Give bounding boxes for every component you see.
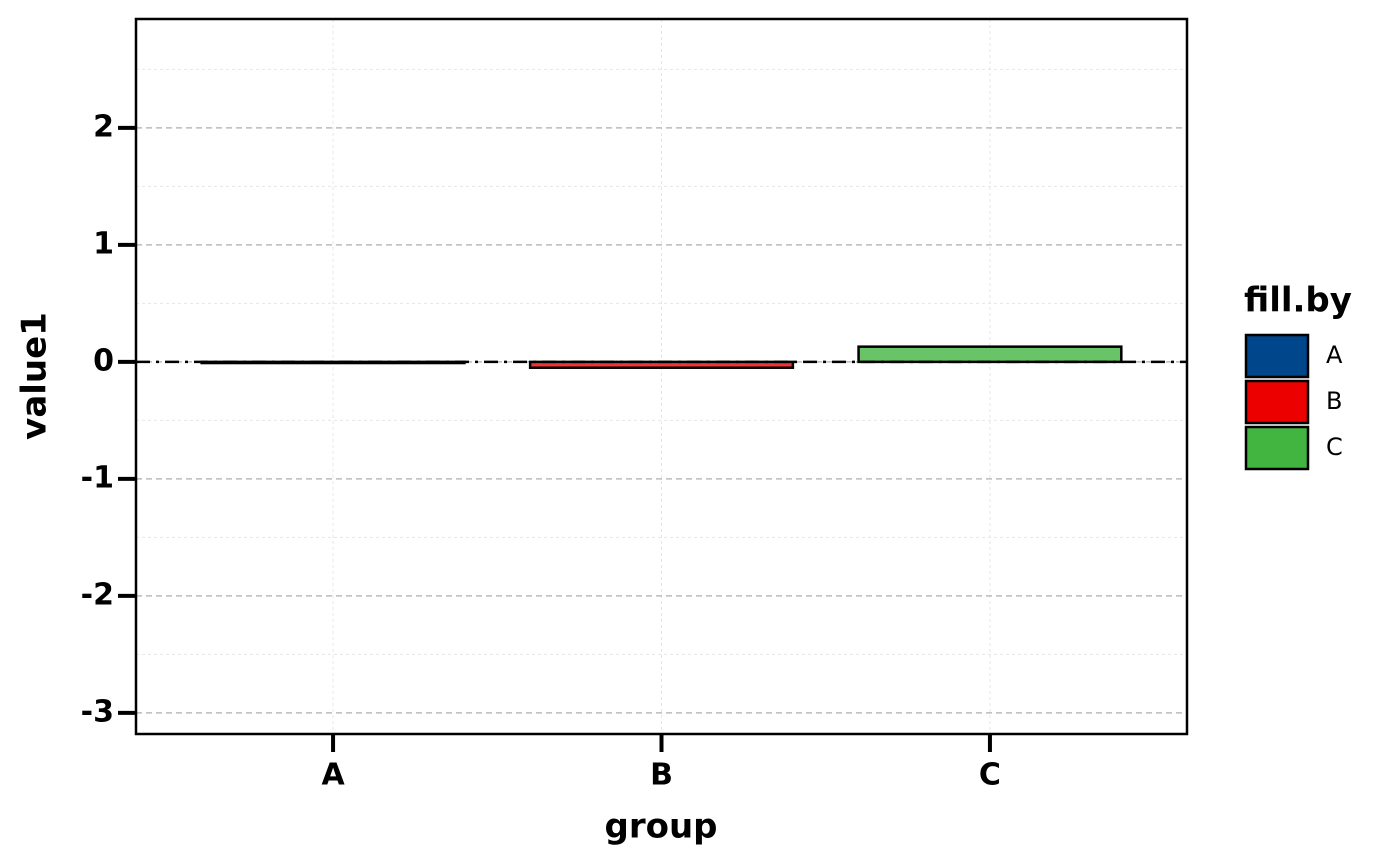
legend-title: fill.by bbox=[1244, 281, 1352, 321]
x-axis-title: group bbox=[604, 807, 717, 847]
y-tick-label: 2 bbox=[93, 109, 114, 144]
y-axis-title: value1 bbox=[15, 312, 55, 440]
y-tick-label: -2 bbox=[81, 577, 114, 612]
legend-label: A bbox=[1326, 341, 1343, 369]
y-tick-label: -1 bbox=[81, 460, 114, 495]
y-tick-label: 0 bbox=[93, 343, 114, 378]
legend-label: C bbox=[1326, 433, 1343, 461]
y-tick-label: 1 bbox=[93, 226, 114, 261]
legend-label: B bbox=[1326, 387, 1342, 415]
bar bbox=[200, 360, 466, 365]
x-tick-label: A bbox=[321, 758, 345, 793]
bar bbox=[857, 345, 1123, 364]
plot-border bbox=[134, 17, 1189, 736]
legend-key bbox=[1244, 379, 1310, 425]
x-tick-label: B bbox=[650, 758, 673, 793]
legend-key bbox=[1244, 333, 1310, 379]
x-tick-label: C bbox=[979, 758, 1001, 793]
y-tick-label: -3 bbox=[81, 694, 114, 729]
legend-key bbox=[1244, 425, 1310, 471]
